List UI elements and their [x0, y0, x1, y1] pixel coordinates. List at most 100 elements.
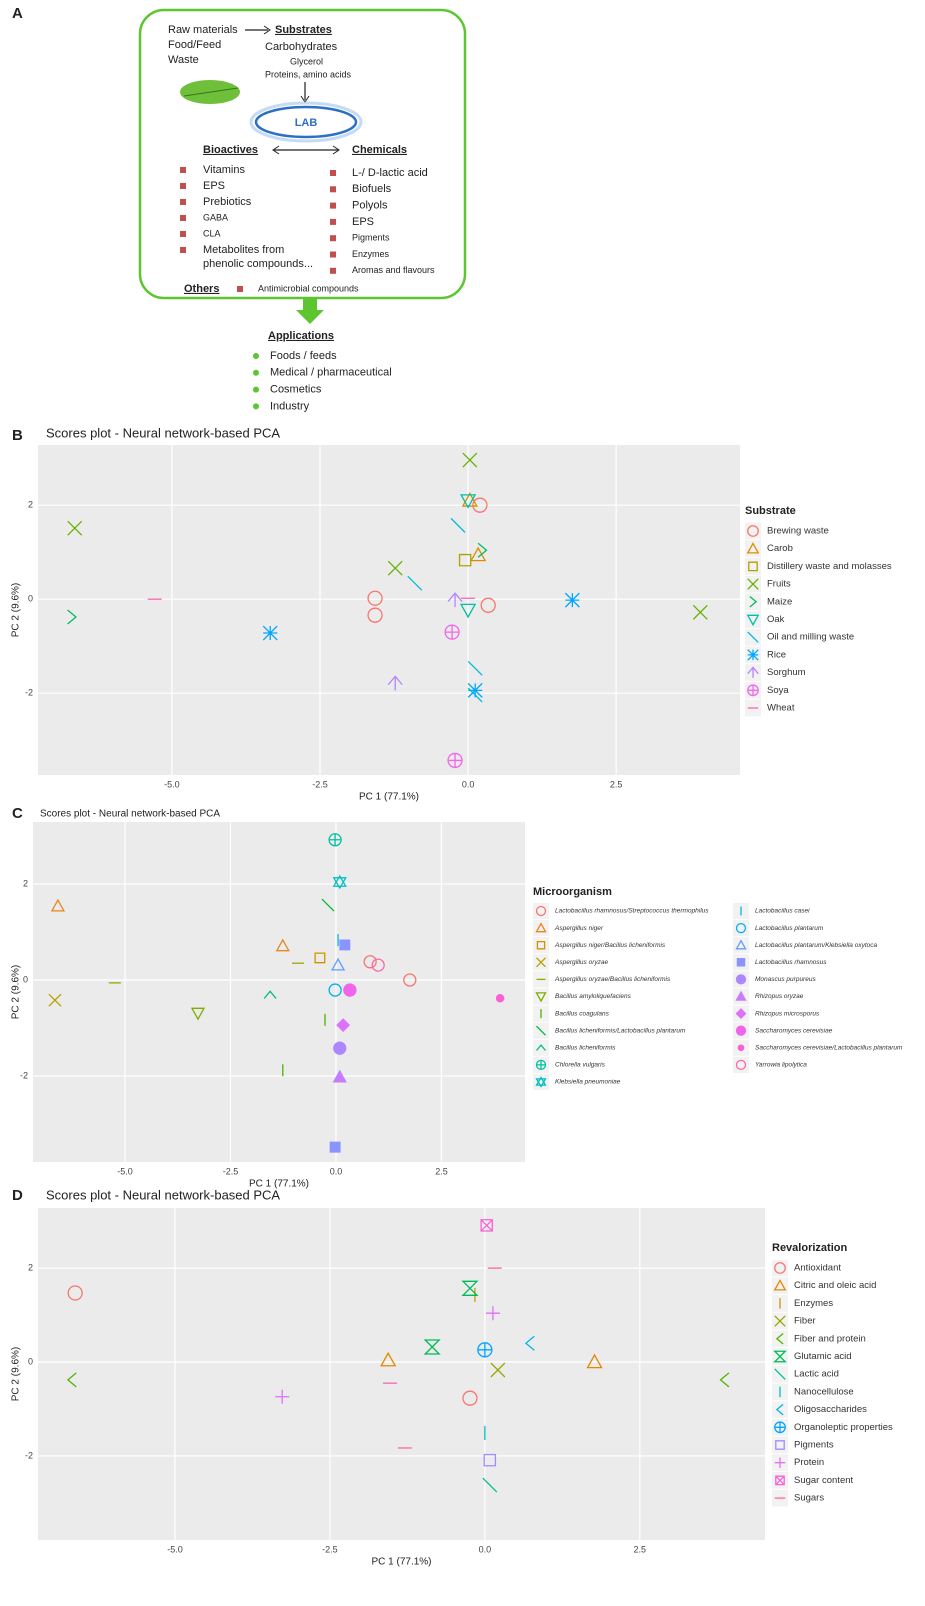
x-tick-label: -5.0: [164, 779, 180, 789]
bullet: [330, 251, 336, 258]
legend-key: [533, 1073, 549, 1091]
scatter-point: [328, 833, 342, 847]
scatter-point: [586, 1353, 603, 1369]
bioactive-item: Prebiotics: [203, 196, 252, 208]
scatter-point: [482, 1477, 498, 1493]
scatter-point: [50, 898, 66, 912]
x-tick-label: 0.0: [479, 1544, 492, 1554]
scatter-point: [462, 452, 478, 468]
legend-marker: [535, 1059, 547, 1071]
scatter-point: [477, 542, 488, 558]
legend-key: [533, 1039, 549, 1056]
bullet: [180, 183, 186, 189]
legend-label: Nanocellulose: [794, 1386, 854, 1397]
legend-marker: [747, 631, 759, 643]
legend-marker: [536, 1044, 546, 1051]
scatter-point: [524, 1335, 535, 1351]
x-tick-label: 2.5: [435, 1166, 448, 1176]
legend-label: Lactobacillus casei: [755, 908, 810, 915]
legend-label: Enzymes: [794, 1298, 833, 1309]
legend-marker: [748, 561, 758, 572]
y-axis-label: PC 2 (9.6%): [11, 1347, 22, 1401]
scatter-point: [314, 952, 326, 964]
legend-label: Bacillus licheniformis/Lactobacillus pla…: [555, 1027, 686, 1034]
legend-marker: [773, 1350, 787, 1363]
x-tick-label: -2.5: [322, 1544, 338, 1554]
down-arrow: [296, 298, 324, 324]
panel-label: B: [12, 427, 23, 444]
legend-label: Saccharomyces cerevisiae/Lactobacillus p…: [755, 1045, 903, 1052]
scatter-point: [321, 898, 335, 912]
scatter-point: [275, 1389, 290, 1404]
scatter-point: [328, 983, 342, 997]
legend-label: Oil and milling waste: [767, 632, 854, 643]
legend-label: Chlorella vulgaris: [555, 1062, 606, 1069]
others-title: Others: [184, 283, 219, 295]
raw-item: Waste: [168, 54, 199, 66]
bullet: [330, 186, 336, 193]
bioactives-title: Bioactives: [203, 144, 258, 156]
legend-marker: [774, 1421, 786, 1434]
bioactive-item: EPS: [203, 180, 225, 192]
scatter-point: [403, 973, 417, 987]
legend-label: Aspergillus oryzae: [554, 959, 608, 966]
chemical-item: Aromas and flavours: [352, 265, 435, 275]
x-axis-label: PC 1 (77.1%): [371, 1557, 431, 1568]
legend-marker: [735, 1025, 747, 1036]
legend-label: Saccharomyces cerevisiae: [755, 1027, 833, 1034]
x-tick-label: 0.0: [462, 779, 475, 789]
scatter-point: [67, 609, 77, 625]
substrate-item: Glycerol: [290, 56, 323, 66]
application-item: Cosmetics: [270, 384, 322, 396]
bullet: [180, 167, 186, 173]
legend-label: Bacillus licheniformis: [555, 1045, 616, 1052]
x-axis-label: PC 1 (77.1%): [249, 1179, 309, 1190]
chemical-item: Polyols: [352, 200, 388, 212]
legend-key: [772, 1330, 788, 1348]
scatter-point: [461, 492, 478, 507]
legend-marker: [535, 1076, 547, 1088]
legend-label: Bacillus amyloliquefaciens: [555, 993, 632, 1000]
legend-marker: [746, 614, 760, 627]
scatter-point: [329, 1141, 341, 1153]
bullet: [253, 403, 259, 410]
legend-marker: [535, 905, 547, 917]
application-item: Foods / feeds: [270, 350, 337, 362]
legend-label: Maize: [767, 596, 792, 607]
substrate-item: Proteins, amino acids: [265, 69, 352, 79]
application-item: Medical / pharmaceutical: [270, 367, 392, 379]
legend-marker: [746, 542, 760, 554]
scatter-point: [66, 1372, 77, 1388]
scatter-point: [480, 1219, 493, 1232]
bullet: [180, 247, 186, 253]
scatter-point: [343, 983, 357, 997]
legend-label: Fiber and protein: [794, 1333, 866, 1344]
y-tick-label: 2: [28, 1262, 33, 1272]
legend-label: Rice: [767, 649, 786, 660]
legend-marker: [536, 940, 546, 950]
others-text: Antimicrobial compounds: [258, 283, 359, 293]
legend-marker: [747, 578, 759, 590]
bullet: [253, 386, 259, 393]
scatter-point: [371, 958, 385, 972]
scatter-point: [477, 1342, 493, 1358]
legend-label: Monascus purpureus: [755, 976, 816, 983]
legend-label: Aspergillus oryzae/Bacillus licheniformi…: [554, 976, 671, 983]
lab-glow: [249, 101, 363, 143]
scatter-point: [490, 1362, 506, 1378]
bullet: [237, 286, 243, 292]
scatter-point: [423, 1339, 441, 1355]
legend-label: Fiber: [794, 1316, 816, 1327]
legend-label: Glutamic acid: [794, 1351, 852, 1362]
x-tick-label: 2.5: [634, 1544, 647, 1554]
legend-label: Wheat: [767, 703, 795, 714]
x-tick-label: -2.5: [223, 1166, 239, 1176]
scatter-point: [461, 1280, 479, 1296]
scatter-point: [367, 607, 383, 623]
legend-key: [733, 1056, 749, 1073]
legend-marker: [735, 1059, 747, 1071]
bioactive-item: CLA: [203, 228, 221, 238]
legend-marker: [747, 666, 759, 678]
legend-label: Distillery waste and molasses: [767, 561, 892, 572]
legend-marker: [535, 922, 547, 933]
